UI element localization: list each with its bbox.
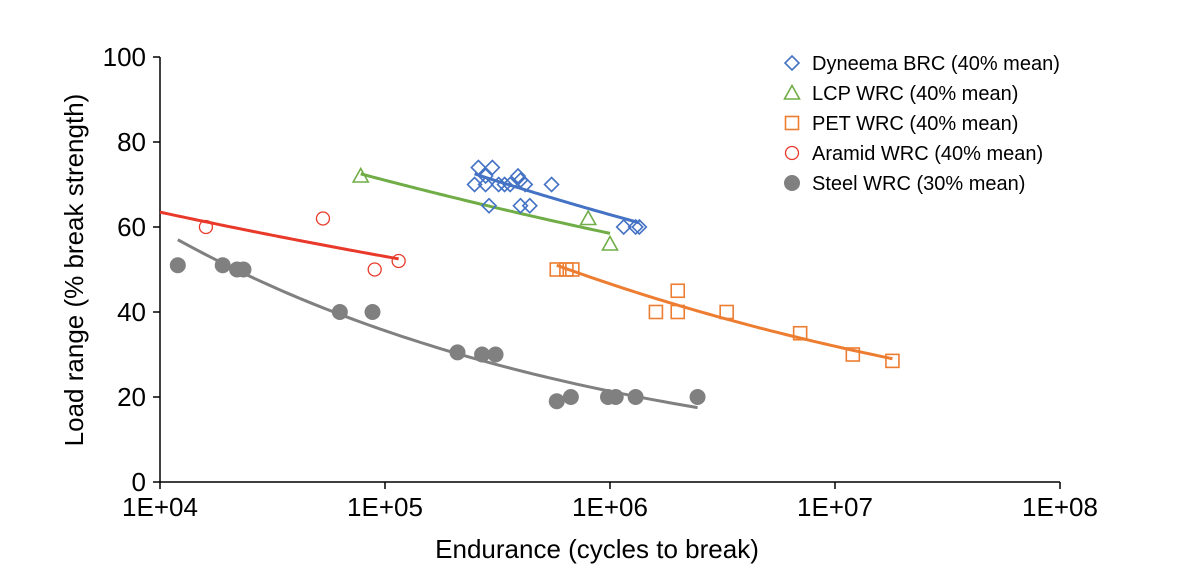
- data-point-aramid: [315, 211, 331, 226]
- data-point-steel: [214, 257, 231, 274]
- y-axis-title: Load range (% break strength): [59, 94, 89, 447]
- data-point-dyneema: [509, 167, 527, 185]
- data-point-dyneema: [496, 176, 513, 193]
- data-point-steel: [474, 346, 491, 363]
- data-point-steel: [487, 346, 504, 363]
- data-point-pet: [670, 304, 686, 320]
- legend: Dyneema BRC (40% mean) LCP WRC (40% mean)…: [783, 53, 1060, 195]
- x-tick-label: 1E+04: [122, 492, 198, 522]
- data-point-dyneema: [512, 197, 529, 214]
- legend-marker-dyneema: [783, 54, 801, 72]
- x-tick-label: 1E+08: [1022, 492, 1098, 522]
- legend-label-steel: Steel WRC (30% mean): [812, 173, 1025, 195]
- trendline-dyneema: [474, 172, 640, 225]
- y-tick-label: 100: [103, 42, 146, 72]
- legend-marker-lcp: [783, 83, 801, 100]
- data-point-steel: [169, 257, 186, 274]
- legend-label-pet: PET WRC (40% mean): [812, 113, 1018, 135]
- data-point-pet: [549, 262, 565, 277]
- data-point-dyneema: [517, 176, 534, 193]
- data-point-dyneema: [470, 159, 487, 176]
- data-point-pet: [719, 304, 734, 320]
- data-point-pet: [792, 325, 808, 341]
- x-tick-label: 1E+06: [572, 492, 648, 522]
- data-point-dyneema: [477, 167, 494, 185]
- data-point-steel: [607, 389, 624, 405]
- data-point-steel: [331, 304, 348, 320]
- trendline-aramid: [159, 210, 399, 261]
- data-point-dyneema: [543, 176, 560, 193]
- data-point-pet: [648, 304, 664, 320]
- data-point-dyneema: [466, 176, 483, 193]
- y-tick-label: 0: [132, 467, 146, 497]
- y-tick-label: 60: [117, 212, 146, 242]
- y-tick-label: 20: [117, 382, 146, 412]
- data-point-lcp: [351, 166, 370, 183]
- legend-marker-aramid: [784, 145, 800, 161]
- legend-label-lcp: LCP WRC (40% mean): [812, 83, 1018, 105]
- data-point-dyneema: [477, 176, 494, 193]
- data-point-lcp: [601, 234, 619, 251]
- data-point-pet: [565, 262, 580, 277]
- data-point-dyneema: [631, 218, 648, 236]
- data-point-steel: [627, 389, 644, 405]
- data-point-steel: [449, 344, 466, 361]
- legend-marker-pet: [784, 115, 800, 131]
- data-point-pet: [670, 283, 686, 299]
- data-point-dyneema: [521, 197, 538, 214]
- legend-label-dyneema: Dyneema BRC (40% mean): [812, 53, 1060, 75]
- axes-layer: 1E+04 1E+05 1E+06 1E+07 1E+08 0 20 40 60 80 100: [103, 42, 1098, 522]
- data-point-dyneema: [480, 197, 498, 214]
- y-tick-label: 40: [117, 297, 146, 327]
- x-tick-label: 1E+05: [347, 492, 423, 522]
- data-point-steel: [689, 389, 706, 405]
- data-point-aramid: [198, 219, 214, 235]
- legend-marker-steel: [784, 175, 800, 191]
- data-point-aramid: [367, 262, 382, 277]
- legend-label-aramid: Aramid WRC (40% mean): [812, 143, 1043, 165]
- trendline-steel: [177, 238, 698, 410]
- data-point-lcp: [579, 209, 598, 226]
- trendline-pet: [556, 263, 893, 361]
- y-tick-label: 80: [117, 127, 146, 157]
- trendline-lcp: [360, 172, 611, 235]
- data-point-steel: [235, 261, 252, 278]
- x-axis-title: Endurance (cycles to break): [435, 534, 759, 564]
- data-point-dyneema: [484, 159, 501, 176]
- data-point-dyneema: [615, 218, 632, 236]
- data-point-pet: [885, 353, 900, 369]
- data-point-pet: [845, 347, 861, 362]
- points-layer: [169, 159, 900, 410]
- data-point-dyneema: [490, 176, 507, 193]
- data-point-steel: [562, 389, 579, 405]
- data-point-dyneema: [627, 218, 644, 236]
- data-point-steel: [364, 304, 381, 320]
- x-tick-label: 1E+07: [797, 492, 873, 522]
- data-point-aramid: [391, 253, 406, 269]
- data-point-steel: [548, 393, 565, 410]
